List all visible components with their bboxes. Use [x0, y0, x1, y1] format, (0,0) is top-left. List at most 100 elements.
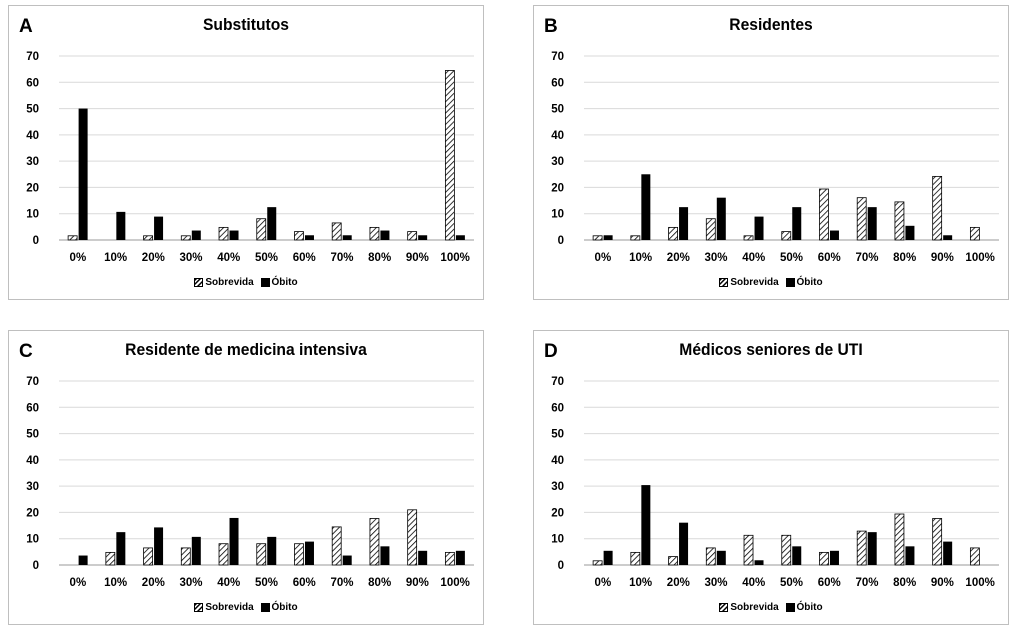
x-tick-label: 50% [255, 252, 278, 264]
bar-obito [418, 235, 428, 240]
y-tick-label: 20 [551, 507, 564, 519]
x-tick-label: 100% [440, 252, 469, 264]
bar-obito [829, 550, 839, 565]
bar-sobrevida [592, 560, 603, 566]
x-tick-label: 0% [595, 252, 612, 264]
bar-sobrevida [105, 551, 116, 566]
bar-sobrevida [856, 530, 867, 566]
x-tick-label: 60% [293, 252, 316, 264]
bar-obito [116, 211, 126, 240]
bar-obito [267, 207, 277, 240]
legend: Sobrevida Óbito [9, 277, 483, 290]
x-tick-label: 80% [368, 252, 391, 264]
bar-sobrevida [781, 534, 792, 566]
bar-sobrevida [592, 235, 603, 241]
bar-sobrevida [180, 235, 191, 241]
bar-obito [943, 541, 953, 565]
y-tick-label: 0 [33, 235, 39, 247]
x-tick-label: 0% [70, 252, 87, 264]
x-tick-label: 10% [104, 577, 127, 589]
bar-sobrevida [331, 526, 342, 566]
legend-item-obito: Óbito [785, 277, 823, 288]
bar-obito [905, 225, 915, 240]
x-tick-label: 80% [893, 252, 916, 264]
y-tick-label: 10 [26, 534, 39, 546]
x-tick-label: 100% [965, 577, 994, 589]
bar-sobrevida [856, 197, 867, 241]
x-tick-label: 70% [855, 577, 878, 589]
bar-obito [603, 235, 613, 240]
panel-letter: C [19, 341, 33, 362]
bar-obito [380, 546, 390, 565]
plot-area: 0 10 20 30 40 50 60 70 0% 10% 20% 30% 40% 50% 60% 70% 80… [26, 51, 474, 264]
y-tick-label: 50 [551, 429, 564, 441]
x-tick-label: 30% [705, 577, 728, 589]
bar-sobrevida [218, 543, 229, 566]
panel-letter: A [19, 16, 33, 37]
y-tick-label: 70 [26, 51, 39, 63]
bar-obito [754, 560, 764, 565]
bar-obito [792, 207, 802, 240]
chart-title: Residente de medicina intensiva [125, 340, 367, 359]
bar-sobrevida [969, 226, 980, 241]
bar-obito [154, 216, 164, 240]
bar-sobrevida [180, 547, 191, 566]
x-tick-label: 50% [255, 577, 278, 589]
bar-sobrevida [705, 547, 716, 566]
y-tick-label: 10 [551, 209, 564, 221]
bar-obito [943, 235, 953, 240]
bar-obito [229, 230, 239, 240]
x-tick-label: 50% [780, 577, 803, 589]
bar-obito [78, 555, 88, 565]
bar-sobrevida [218, 226, 229, 241]
y-tick-label: 60 [551, 402, 564, 414]
x-tick-label: 20% [142, 252, 165, 264]
y-tick-label: 10 [26, 209, 39, 221]
bar-obito [867, 532, 877, 565]
bar-obito [418, 550, 428, 565]
bar-sobrevida [668, 226, 678, 241]
legend-item-obito: Óbito [785, 602, 823, 613]
bar-sobrevida [630, 235, 641, 241]
bar-obito [342, 235, 352, 240]
solid-swatch-icon [785, 603, 795, 612]
y-tick-label: 30 [26, 156, 39, 168]
x-tick-label: 90% [406, 252, 429, 264]
bar-sobrevida [894, 513, 905, 566]
y-tick-label: 50 [26, 104, 39, 116]
bar-sobrevida [143, 235, 153, 241]
y-tick-label: 0 [558, 235, 564, 247]
bar-obito [716, 550, 726, 565]
x-tick-label: 90% [406, 577, 429, 589]
bar-obito [154, 527, 164, 565]
bar-sobrevida [294, 231, 304, 241]
bar-sobrevida [969, 547, 980, 566]
bar-sobrevida [819, 551, 829, 566]
legend-item-sobrevida: Sobrevida [194, 277, 254, 288]
bar-sobrevida [743, 235, 754, 241]
bar-sobrevida [256, 543, 267, 566]
bar-sobrevida [894, 201, 905, 241]
x-tick-label: 10% [104, 252, 127, 264]
x-tick-label: 20% [142, 577, 165, 589]
x-tick-label: 30% [180, 577, 203, 589]
x-tick-label: 60% [818, 252, 841, 264]
x-tick-label: 70% [330, 577, 353, 589]
x-tick-label: 0% [70, 577, 87, 589]
legend-label-sobrevida: Sobrevida [730, 277, 779, 288]
bar-sobrevida [67, 235, 78, 241]
y-tick-label: 70 [26, 376, 39, 388]
bar-sobrevida [819, 188, 829, 241]
legend-label-sobrevida: Sobrevida [730, 602, 779, 613]
chart-title: Médicos seniores de UTI [679, 340, 863, 359]
bar-sobrevida [444, 70, 455, 241]
chart-panel-c: C Residente de medicina intensiva 0 10 20 3… [8, 330, 484, 625]
x-tick-label: 10% [629, 252, 652, 264]
x-tick-label: 40% [742, 577, 765, 589]
bar-sobrevida [143, 547, 153, 566]
plot-area: 0 10 20 30 40 50 60 70 0% 10% 20% 30% 40% 50% 60% 70% 80… [551, 376, 999, 589]
bar-sobrevida [705, 218, 716, 241]
x-tick-label: 30% [180, 252, 203, 264]
y-tick-label: 50 [26, 429, 39, 441]
y-tick-label: 60 [26, 77, 39, 89]
